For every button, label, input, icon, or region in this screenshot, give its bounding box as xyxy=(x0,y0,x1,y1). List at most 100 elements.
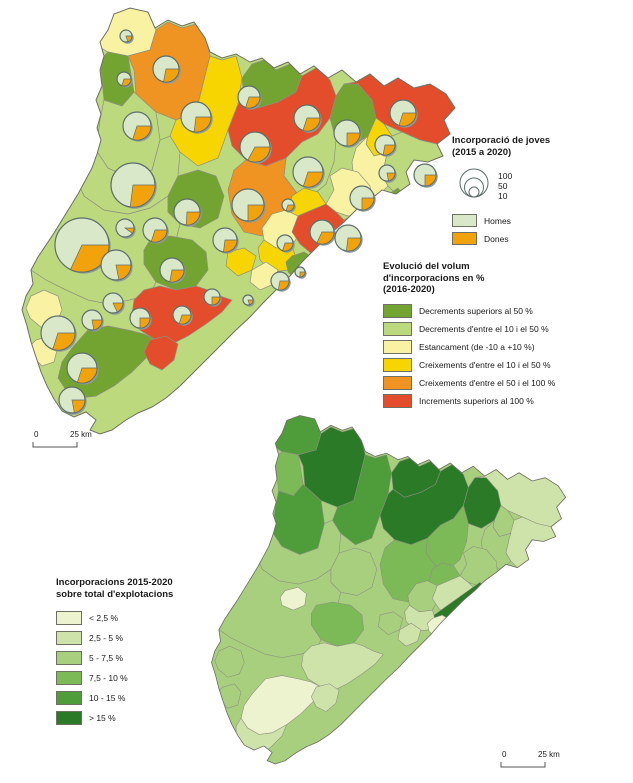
legend-item: Homes xyxy=(452,214,550,227)
scalebar-top-label: 25 km xyxy=(70,430,92,439)
legend-swatch xyxy=(56,611,82,625)
incorporation-pies xyxy=(40,29,438,415)
legend-swatch xyxy=(56,671,82,685)
legend-item: 5 - 7,5 % xyxy=(56,651,173,665)
pie-dones-13 xyxy=(129,184,156,208)
legend-swatch xyxy=(383,375,412,390)
pie-dones-36 xyxy=(299,271,306,278)
legend-item: Dones xyxy=(452,232,550,245)
pie-dones-8 xyxy=(398,112,417,127)
legend-evolucio-title-2: d'incorporacions en % xyxy=(383,272,485,284)
pie-dones-12 xyxy=(386,172,396,182)
legend-incorporacions: Incorporacions 2015-2020 sobre total d'e… xyxy=(56,577,173,731)
legend-label: Estancament (de -10 a +10 %) xyxy=(419,341,535,352)
pie-dones-37 xyxy=(76,367,98,384)
scalebar-bottom-bar xyxy=(500,762,546,768)
legend-swatch xyxy=(383,393,412,408)
pie-dones-28 xyxy=(277,280,290,291)
legend-evolucio-title-1: Evolució del volum xyxy=(383,261,470,272)
legend-item: 2,5 - 5 % xyxy=(56,631,173,645)
scalebar-top-bar xyxy=(32,442,78,448)
size-label-100: 100 xyxy=(498,171,512,181)
legend-incorporacions-title-1: Incorporacions 2015-2020 xyxy=(56,577,173,588)
legend-label: 2,5 - 5 % xyxy=(89,633,124,643)
pie-dones-16 xyxy=(247,204,265,222)
legend-item: Creixements d'entre el 50 i el 100 % xyxy=(383,375,556,390)
pie-dones-20 xyxy=(70,244,110,273)
pie-dones-14 xyxy=(302,171,324,188)
legend-swatch xyxy=(383,321,412,336)
size-label-10: 10 xyxy=(498,191,508,201)
legend-joves-rows: Homes Dones xyxy=(452,214,550,245)
legend-label: Creixements d'entre el 10 i el 50 % xyxy=(419,359,551,370)
pie-dones-2 xyxy=(121,78,132,87)
legend-label: Decrements d'entre el 10 i el 50 % xyxy=(419,323,549,334)
legend-swatch xyxy=(56,631,82,645)
legend-label: 5 - 7,5 % xyxy=(89,653,124,663)
pie-dones-1 xyxy=(163,68,180,83)
pie-dones-38 xyxy=(71,399,86,414)
pie-dones-25 xyxy=(282,242,294,252)
legend-joves-title: Incorporació de joves xyxy=(452,135,551,146)
legend-evolucio: Evolució del volum d'incorporacions en %… xyxy=(383,261,555,412)
legend-item: Increments superiors al 100 % xyxy=(383,393,555,408)
pie-dones-29 xyxy=(211,296,221,306)
legend-swatch xyxy=(56,711,82,725)
legend-item: Creixements d'entre el 10 i el 50 % xyxy=(383,357,555,372)
legend-label: Increments superiors al 100 % xyxy=(419,395,534,406)
comarca-segarra xyxy=(330,547,378,596)
legend-item: < 2,5 % xyxy=(56,611,173,625)
pie-dones-22 xyxy=(316,231,335,245)
legend-item: Estancament (de -10 a +10 %) xyxy=(383,339,555,354)
pie-dones-6 xyxy=(302,117,321,132)
pie-dones-17 xyxy=(285,204,295,212)
legend-item: 10 - 15 % xyxy=(56,691,173,705)
pie-dones-33 xyxy=(178,314,192,325)
legend-swatch xyxy=(452,232,477,245)
legend-swatch xyxy=(383,339,412,354)
pie-dones-32 xyxy=(91,319,103,331)
legend-incorporacions-rows: < 2,5 % 2,5 - 5 % 5 - 7,5 % 7,5 - 10 % 10 - … xyxy=(56,611,173,725)
pie-dones-10 xyxy=(382,144,396,156)
pie-dones-15 xyxy=(185,211,201,226)
comarques-incorporacions xyxy=(211,415,566,764)
legend-item: Decrements superiors al 50 % xyxy=(383,303,555,318)
legend-swatch xyxy=(452,214,477,227)
pie-dones-24 xyxy=(361,197,375,211)
pie-dones-4 xyxy=(193,116,212,133)
legend-joves: Incorporació de joves (2015 a 2020) 100 … xyxy=(452,135,550,250)
legend-label: Homes xyxy=(484,215,511,226)
size-circle-100 xyxy=(459,168,489,198)
legend-label: Creixements d'entre el 50 i el 100 % xyxy=(419,377,556,388)
legend-label: 7,5 - 10 % xyxy=(89,673,128,683)
legend-label: > 15 % xyxy=(89,713,116,723)
pie-dones-18 xyxy=(123,227,135,234)
legend-swatch xyxy=(383,357,412,372)
pie-dones-30 xyxy=(112,302,124,313)
pie-dones-5 xyxy=(245,96,261,109)
pie-dones-19 xyxy=(150,229,168,243)
legend-joves-subtitle: (2015 a 2020) xyxy=(452,146,512,158)
legend-evolucio-title-3: (2016-2020) xyxy=(383,284,435,295)
scalebar-bottom-label: 25 km xyxy=(538,750,560,759)
legend-label: < 2,5 % xyxy=(89,613,119,623)
legend-incorporacions-title-2: sobre total d'explotacions xyxy=(56,588,174,600)
pie-dones-34 xyxy=(52,332,76,351)
pie-dones-7 xyxy=(346,132,361,147)
scalebar-top-zero: 0 xyxy=(34,430,39,439)
comarca-alta-ribagorca xyxy=(274,451,304,497)
scalebar-top: 0 25 km xyxy=(30,430,114,452)
legend-label: 10 - 15 % xyxy=(89,693,126,703)
legend-label: Dones xyxy=(484,233,509,244)
pie-dones-3 xyxy=(132,125,152,141)
legend-swatch xyxy=(56,651,82,665)
pie-size-scale: 100 50 10 xyxy=(459,168,512,201)
pie-dones-21 xyxy=(223,239,238,253)
map-incorporacions-explotacions xyxy=(211,415,567,765)
size-circle-10 xyxy=(468,186,480,198)
legend-item: Decrements d'entre el 10 i el 50 % xyxy=(383,321,555,336)
pie-dones-35 xyxy=(247,299,254,306)
legend-item: > 15 % xyxy=(56,711,173,725)
pie-dones-26 xyxy=(115,264,132,281)
